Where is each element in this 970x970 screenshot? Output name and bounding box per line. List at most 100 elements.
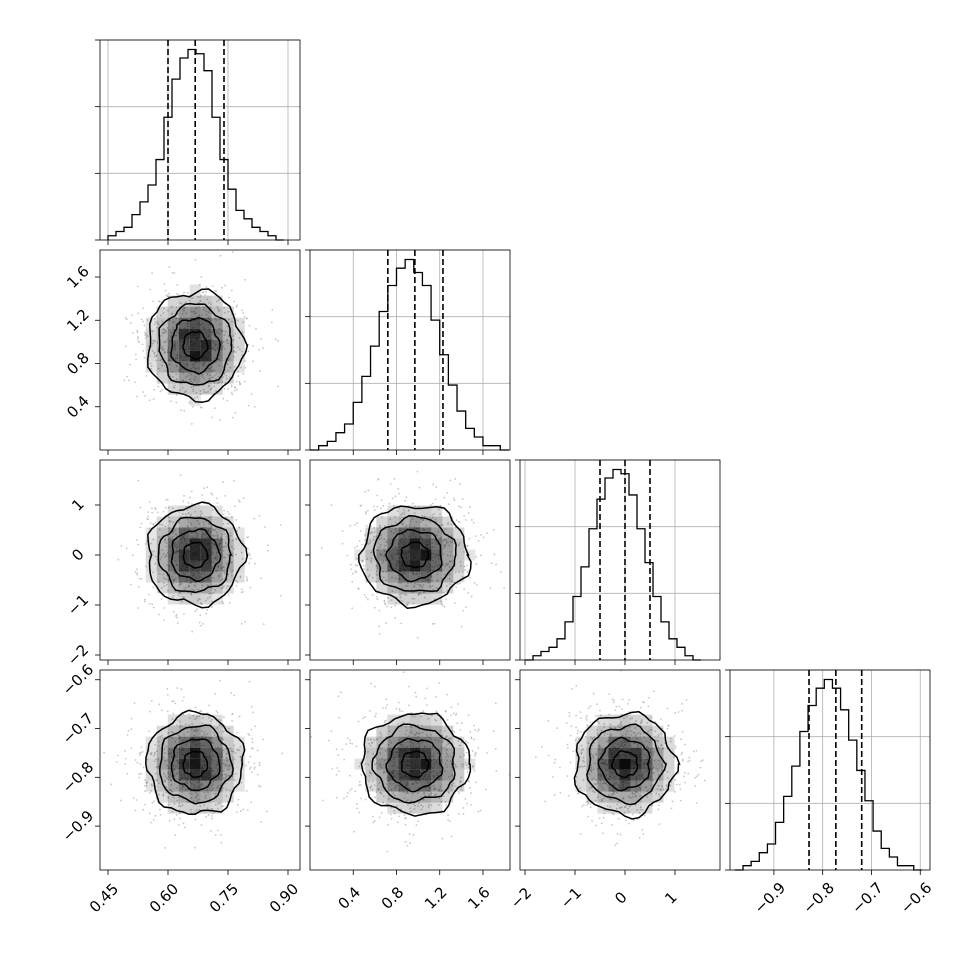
scatter-point bbox=[222, 586, 225, 589]
scatter-point bbox=[382, 795, 385, 798]
scatter-point bbox=[437, 788, 439, 791]
scatter-point bbox=[146, 335, 149, 338]
scatter-point bbox=[366, 598, 369, 601]
scatter-point bbox=[674, 747, 677, 750]
scatter-point bbox=[205, 310, 208, 313]
scatter-point bbox=[153, 388, 156, 391]
scatter-point bbox=[138, 773, 141, 775]
scatter-point bbox=[170, 400, 172, 403]
density-bin bbox=[376, 758, 388, 770]
scatter-point bbox=[442, 563, 445, 566]
density-bin bbox=[409, 538, 421, 550]
scatter-point bbox=[166, 693, 169, 696]
scatter-point bbox=[677, 772, 680, 774]
scatter-point bbox=[224, 542, 227, 545]
scatter-point bbox=[599, 714, 602, 717]
scatter-point bbox=[179, 389, 182, 391]
scatter-point bbox=[630, 734, 633, 736]
scatter-point bbox=[441, 523, 444, 526]
scatter-point bbox=[592, 777, 595, 780]
scatter-point bbox=[464, 569, 466, 571]
density-bin bbox=[575, 780, 587, 792]
scatter-point bbox=[196, 599, 199, 602]
density-bin bbox=[608, 769, 620, 781]
scatter-point bbox=[391, 576, 393, 579]
scatter-point bbox=[235, 731, 238, 734]
scatter-point bbox=[154, 772, 157, 775]
scatter-point bbox=[161, 709, 163, 712]
scatter-point bbox=[123, 750, 126, 752]
scatter-point bbox=[125, 757, 127, 760]
density-bin bbox=[442, 791, 454, 803]
scatter-point bbox=[375, 570, 378, 573]
scatter-point bbox=[213, 382, 216, 384]
scatter-point bbox=[136, 573, 139, 576]
scatter-point bbox=[216, 535, 219, 538]
scatter-point bbox=[372, 821, 375, 824]
scatter-point bbox=[216, 382, 219, 385]
scatter-point bbox=[198, 715, 201, 718]
scatter-point bbox=[180, 724, 183, 727]
scatter-point bbox=[228, 513, 231, 515]
scatter-point bbox=[392, 782, 395, 785]
panel-frame bbox=[99, 249, 301, 451]
scatter-point bbox=[183, 733, 185, 736]
scatter-point bbox=[228, 601, 231, 604]
scatter-point bbox=[223, 306, 226, 309]
density-bin bbox=[200, 383, 212, 395]
scatter-point bbox=[147, 511, 150, 514]
scatter-point bbox=[146, 517, 149, 520]
scatter-point bbox=[228, 318, 230, 321]
scatter-point bbox=[578, 766, 581, 769]
density-bin bbox=[189, 295, 201, 307]
scatter-point bbox=[160, 587, 163, 589]
scatter-point bbox=[603, 723, 605, 725]
scatter-point bbox=[457, 703, 459, 705]
scatter-point bbox=[440, 577, 443, 580]
scatter-point bbox=[239, 576, 242, 579]
scatter-point bbox=[582, 756, 585, 759]
scatter-point bbox=[465, 751, 468, 754]
scatter-point bbox=[437, 740, 440, 742]
scatter-point bbox=[215, 332, 218, 334]
x-tick-label-p2: 1.2 bbox=[421, 883, 451, 913]
scatter-point bbox=[620, 707, 623, 710]
scatter-point bbox=[619, 833, 622, 836]
scatter-point bbox=[194, 610, 197, 612]
scatter-point bbox=[161, 364, 164, 367]
scatter-point bbox=[414, 505, 417, 508]
density-bin bbox=[608, 736, 620, 748]
scatter-point bbox=[209, 596, 211, 598]
scatter-point bbox=[199, 614, 202, 617]
scatter-point bbox=[623, 717, 625, 720]
scatter-point bbox=[474, 751, 477, 754]
scatter-point bbox=[444, 528, 447, 531]
scatter-point bbox=[593, 791, 596, 794]
scatter-point bbox=[448, 573, 451, 576]
panel-frame bbox=[99, 669, 301, 871]
scatter-point bbox=[671, 800, 674, 803]
scatter-point bbox=[463, 565, 466, 568]
scatter-point bbox=[165, 537, 167, 540]
scatter-point bbox=[616, 791, 619, 794]
scatter-point bbox=[661, 765, 664, 768]
density-bin bbox=[619, 725, 631, 737]
density-bin bbox=[453, 549, 465, 561]
scatter-point bbox=[443, 547, 445, 549]
scatter-point bbox=[128, 379, 130, 382]
scatter-point bbox=[171, 731, 174, 734]
density-bin bbox=[233, 339, 245, 351]
scatter-point bbox=[413, 715, 416, 718]
scatter-point bbox=[232, 335, 235, 337]
density-bin bbox=[652, 725, 664, 737]
scatter-point bbox=[172, 769, 175, 772]
scatter-point bbox=[379, 752, 381, 754]
scatter-point bbox=[201, 291, 204, 294]
scatter-point bbox=[230, 385, 233, 388]
scatter-point bbox=[432, 502, 434, 505]
scatter-point bbox=[207, 791, 209, 794]
scatter-point bbox=[226, 584, 229, 587]
density-bin bbox=[145, 780, 157, 792]
scatter-point bbox=[216, 807, 219, 810]
scatter-point bbox=[367, 780, 370, 783]
